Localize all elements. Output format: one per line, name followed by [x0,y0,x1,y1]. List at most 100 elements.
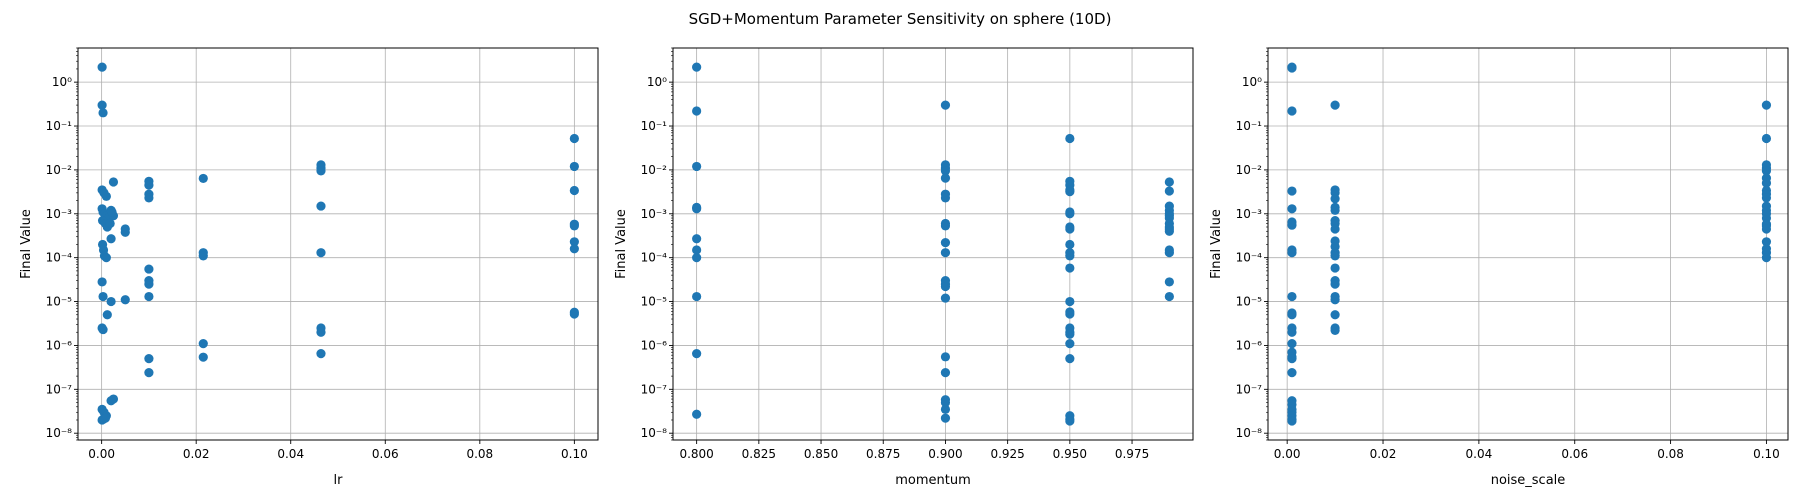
x-tick-label: 0.02 [1370,447,1397,461]
data-point [1330,279,1340,289]
data-point [1330,251,1340,261]
data-point [692,106,702,116]
figure-title: SGD+Momentum Parameter Sensitivity on sp… [689,10,1112,28]
y-ticks: 10⁻⁸ 10⁻⁷ 10⁻⁶ 10⁻⁵ 10⁻⁴ 10⁻³ 10⁻² 10⁻¹ 10⁰ [641,75,673,440]
data-point [106,296,116,307]
data-point [102,310,112,320]
data-point [1761,253,1772,263]
x-ticks: 0.800 0.825 0.850 0.875 0.900 0.925 0.950 0.975 [679,440,1149,461]
data-point [940,238,951,248]
data-point [692,161,702,172]
data-point [1761,193,1772,203]
data-point [1164,177,1174,187]
x-tick-label: 0.850 [804,447,838,461]
y-tick-label: 10⁻¹ [46,119,73,133]
data-point [1287,339,1297,349]
data-point [940,100,951,110]
y-tick-label: 10⁻² [1236,163,1263,177]
data-point [144,291,154,302]
data-point [1287,291,1297,302]
grid [1268,48,1788,440]
data-point [1164,186,1174,196]
data-point [1287,106,1297,116]
data-point [120,295,130,305]
x-tick-label: 0.975 [1115,447,1149,461]
data-point [1065,224,1075,234]
y-tick-label: 10⁻⁷ [1236,382,1263,396]
subplot-1: 0.00 0.02 0.04 0.06 0.08 0.10 10⁻⁸ 10⁻⁷ 10⁻⁶ 10⁻⁵… [19,47,599,488]
x-tick-label: 0.10 [561,447,588,461]
data-point [108,177,119,187]
data-point [97,277,107,287]
x-tick-label: 0.08 [466,447,493,461]
data-point [1287,248,1297,258]
data-point [1761,166,1772,176]
y-tick-label: 10⁻⁵ [1236,295,1263,309]
data-point [1065,209,1075,219]
x-tick-label: 0.04 [277,447,304,461]
data-point [106,234,116,244]
data-point [144,180,154,190]
data-point [120,227,130,237]
data-point [98,108,108,118]
axes-frame [672,47,1194,441]
data-point [569,221,579,231]
data-point [1287,220,1297,230]
subplot-3: 0.00 0.02 0.04 0.06 0.08 0.10 10⁻⁸ 10⁻⁷ 10⁻⁶ 10⁻⁵… [1209,47,1789,488]
y-axis-label: Final Value [1209,209,1224,279]
data-point [940,368,951,378]
data-point [1287,368,1297,378]
x-tick-label: 0.06 [1561,447,1588,461]
data-point [1761,100,1772,110]
data-point [1287,416,1297,426]
data-point [1164,277,1174,287]
data-point [692,409,702,419]
y-tick-label: 10⁻³ [46,207,73,221]
data-point [1287,204,1297,214]
x-tick-label: 0.00 [1274,447,1301,461]
data-point [98,291,108,302]
data-point [940,352,951,362]
x-tick-label: 0.00 [88,447,115,461]
data-point [940,173,951,183]
y-tick-label: 10⁰ [647,75,667,89]
scatter-points [97,62,579,425]
data-point [569,161,579,172]
y-tick-label: 10⁻⁸ [1236,426,1263,440]
data-point [1330,310,1340,320]
data-point [1065,354,1075,364]
data-point [940,221,951,231]
data-point [1761,237,1772,247]
data-point [1287,310,1297,320]
data-point [940,404,951,414]
data-point [316,248,326,258]
data-point [144,264,154,274]
y-tick-label: 10⁻⁵ [46,295,73,309]
data-point [1164,248,1174,258]
data-point [940,413,951,423]
data-point [198,339,208,349]
x-ticks: 0.00 0.02 0.04 0.06 0.08 0.10 [88,440,588,461]
y-tick-label: 10⁰ [1242,75,1262,89]
data-point [1065,296,1075,307]
data-point [1065,339,1075,349]
data-point [97,62,107,72]
data-point [198,173,208,184]
x-tick-label: 0.875 [866,447,900,461]
x-tick-label: 0.925 [990,447,1024,461]
data-point [198,251,208,261]
data-point [1065,187,1075,197]
y-ticks: 10⁻⁸ 10⁻⁷ 10⁻⁶ 10⁻⁵ 10⁻⁴ 10⁻³ 10⁻² 10⁻¹ 10⁰ [1236,75,1268,440]
subplot-2: 0.800 0.825 0.850 0.875 0.900 0.925 0.950 0.975… [614,47,1194,488]
data-point [105,218,115,229]
x-axis-label: lr [334,473,344,488]
data-point [1330,325,1340,336]
data-point [1761,133,1772,144]
axes-frame [1267,47,1789,441]
data-point [940,281,951,292]
x-tick-label: 0.04 [1466,447,1493,461]
data-point [316,349,326,359]
x-tick-label: 0.825 [742,447,776,461]
